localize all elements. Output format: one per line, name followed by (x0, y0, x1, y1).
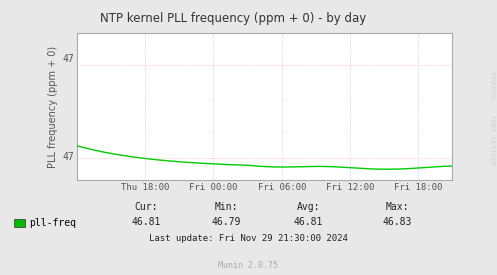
Text: 46.81: 46.81 (132, 217, 162, 227)
Text: Last update: Fri Nov 29 21:30:00 2024: Last update: Fri Nov 29 21:30:00 2024 (149, 233, 348, 243)
Text: Cur:: Cur: (135, 202, 159, 212)
Text: Avg:: Avg: (296, 202, 320, 212)
Text: 46.79: 46.79 (211, 217, 241, 227)
Text: Munin 2.0.75: Munin 2.0.75 (219, 261, 278, 270)
Text: Min:: Min: (214, 202, 238, 212)
Text: 46.81: 46.81 (293, 217, 323, 227)
Text: Max:: Max: (386, 202, 410, 212)
Text: 46.83: 46.83 (383, 217, 413, 227)
Y-axis label: PLL frequency (ppm + 0): PLL frequency (ppm + 0) (48, 45, 58, 168)
Text: RRDTOOL / TOBI OETIKER: RRDTOOL / TOBI OETIKER (489, 72, 495, 165)
Text: pll-freq: pll-freq (29, 218, 76, 228)
Text: NTP kernel PLL frequency (ppm + 0) - by day: NTP kernel PLL frequency (ppm + 0) - by … (100, 12, 367, 25)
